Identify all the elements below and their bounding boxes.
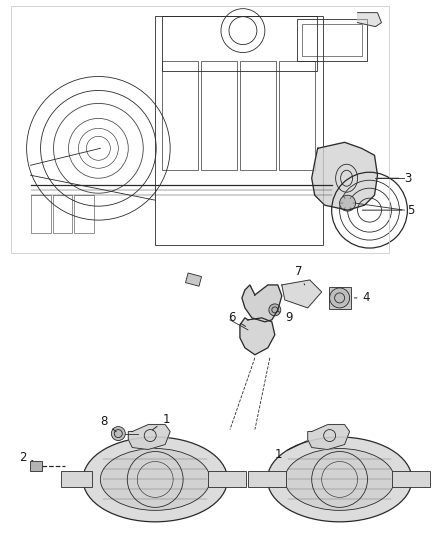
Circle shape	[269, 304, 281, 316]
Bar	[248, 472, 286, 487]
Bar	[279, 61, 314, 170]
Text: 1: 1	[275, 441, 307, 461]
Text: 8: 8	[100, 415, 116, 432]
Polygon shape	[308, 425, 350, 449]
Ellipse shape	[83, 437, 227, 522]
Text: 3: 3	[377, 172, 412, 185]
Text: 2: 2	[19, 451, 33, 464]
Bar	[30, 462, 42, 472]
Text: 5: 5	[362, 204, 415, 216]
Polygon shape	[282, 280, 321, 308]
Ellipse shape	[100, 449, 210, 511]
Bar	[162, 61, 198, 170]
Bar	[162, 15, 317, 70]
Text: 4: 4	[354, 292, 370, 304]
Bar	[297, 19, 367, 61]
Bar	[328, 287, 350, 309]
Bar	[11, 6, 389, 253]
Bar	[208, 472, 246, 487]
Polygon shape	[312, 142, 378, 210]
Circle shape	[330, 288, 350, 308]
Bar	[74, 195, 95, 233]
Text: 6: 6	[228, 311, 246, 326]
Bar	[186, 273, 201, 286]
Circle shape	[339, 195, 356, 211]
Polygon shape	[128, 425, 170, 449]
Circle shape	[111, 426, 125, 441]
Polygon shape	[357, 13, 381, 27]
Bar	[392, 472, 430, 487]
Bar	[201, 61, 237, 170]
Bar	[240, 61, 276, 170]
Bar	[31, 195, 50, 233]
Ellipse shape	[267, 437, 412, 522]
Polygon shape	[240, 318, 275, 355]
Bar	[155, 15, 323, 245]
Circle shape	[330, 288, 350, 308]
Bar	[53, 195, 72, 233]
Bar	[60, 472, 92, 487]
Bar	[302, 23, 361, 55]
Text: 9: 9	[278, 311, 292, 325]
Text: 7: 7	[295, 265, 305, 285]
Text: 1: 1	[152, 413, 170, 430]
Ellipse shape	[285, 449, 395, 511]
Polygon shape	[242, 285, 282, 322]
